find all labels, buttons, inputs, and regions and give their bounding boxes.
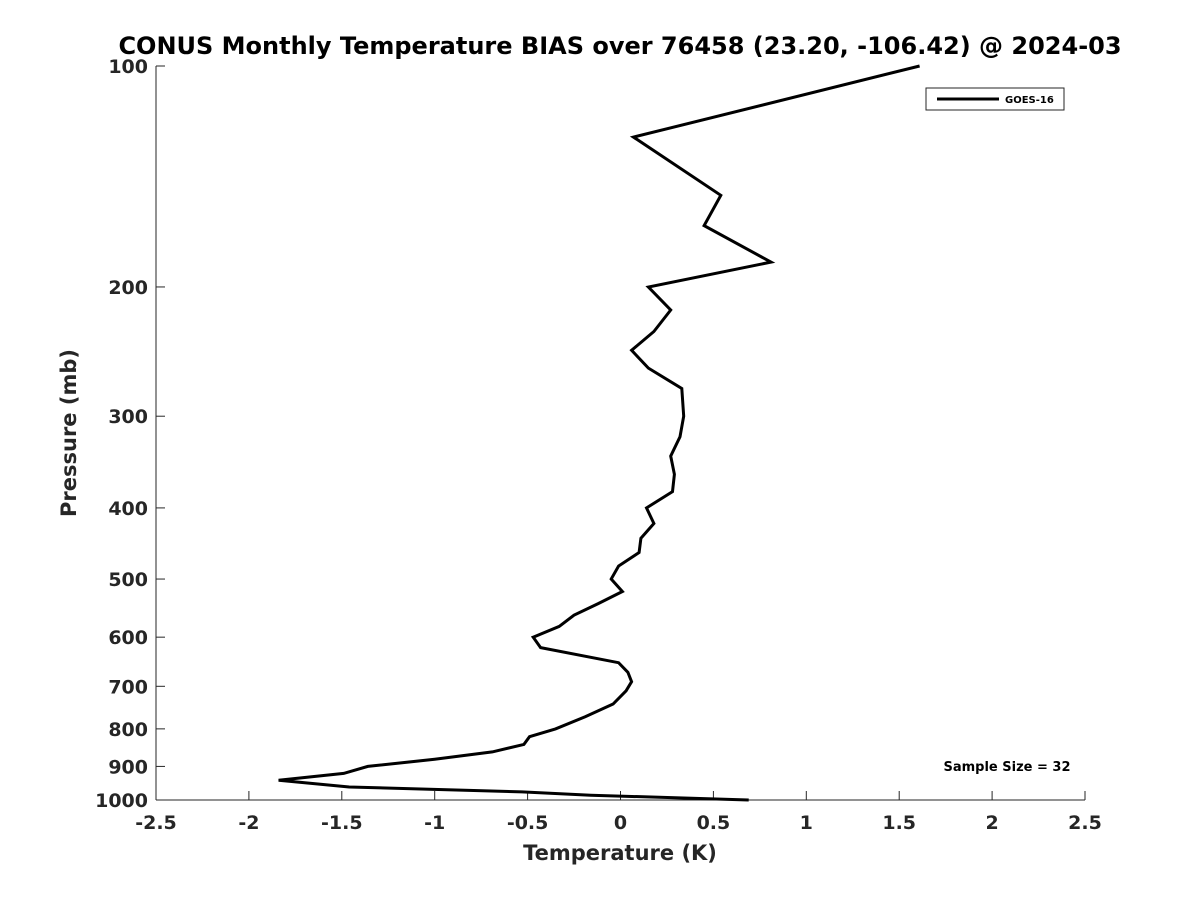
y-tick-label: 1000 <box>95 790 148 812</box>
x-tick-label: -0.5 <box>507 812 549 834</box>
legend: GOES-16 <box>925 87 1065 111</box>
x-tick-label: 2 <box>985 812 998 834</box>
y-axis-label: Pressure (mb) <box>57 349 81 517</box>
y-tick-label: 700 <box>108 676 148 698</box>
y-tick-label: 600 <box>108 627 148 649</box>
chart-title: CONUS Monthly Temperature BIAS over 7645… <box>118 32 1121 60</box>
y-tick-label: 300 <box>108 406 148 428</box>
x-tick-label: -2.5 <box>135 812 177 834</box>
x-tick-label: -1 <box>424 812 445 834</box>
x-tick-label: 0 <box>614 812 627 834</box>
series-line-goes-16 <box>278 64 920 802</box>
x-tick-label: 2.5 <box>1068 812 1102 834</box>
y-tick-label: 500 <box>108 569 148 591</box>
x-tick-label: 0.5 <box>697 812 731 834</box>
x-tick-label: -1.5 <box>321 812 363 834</box>
axes-frame <box>155 66 1085 801</box>
y-tick-label: 400 <box>108 498 148 520</box>
x-tick-label: 1.5 <box>882 812 916 834</box>
x-tick-label: 1 <box>800 812 813 834</box>
y-tick-label: 100 <box>108 56 148 78</box>
y-ticks: 100 200 300 400 500 600 700 800 900 1000 <box>95 56 165 812</box>
legend-entry-goes-16: GOES-16 <box>1005 95 1054 106</box>
x-ticks: -2.5 -2 -1.5 -1 -0.5 0 0.5 1 1.5 2 2.5 <box>135 791 1102 834</box>
x-axis-label: Temperature (K) <box>523 841 717 865</box>
series-layer <box>278 64 920 802</box>
y-tick-label: 200 <box>108 277 148 299</box>
sample-size-annotation: Sample Size = 32 <box>943 760 1070 775</box>
y-tick-label: 800 <box>108 719 148 741</box>
x-tick-label: -2 <box>238 812 259 834</box>
y-tick-label: 900 <box>108 756 148 778</box>
